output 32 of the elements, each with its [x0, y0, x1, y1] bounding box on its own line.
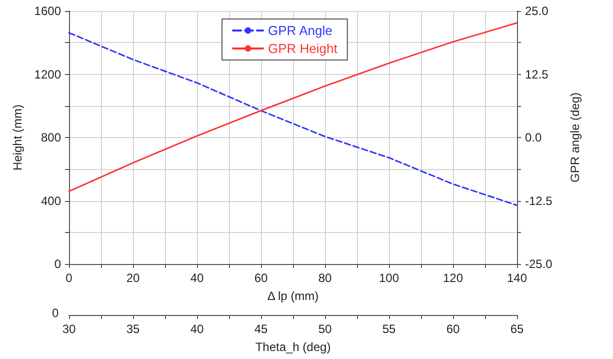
x-tick-label: 0 — [66, 271, 73, 285]
x-tick-label: 100 — [378, 271, 400, 285]
x-tick-label: 40 — [190, 271, 204, 285]
y2-tick-label: -25.0 — [525, 257, 553, 271]
x2-tick-label: 55 — [382, 322, 396, 336]
x-tick-label: 20 — [126, 271, 140, 285]
x2-tick-label: 60 — [446, 322, 460, 336]
y-axis-title: Height (mm) — [10, 104, 24, 171]
x2-axis-title: Theta_h (deg) — [255, 340, 331, 354]
y2-tick-label: -12.5 — [525, 194, 553, 208]
y2-tick-label: 25.0 — [525, 4, 549, 18]
x2-tick-label: 50 — [318, 322, 332, 336]
x-tick-label: 60 — [254, 271, 268, 285]
y-tick-label: 400 — [40, 194, 62, 208]
legend-label: GPR Height — [268, 41, 338, 56]
x2-tick-label: 65 — [510, 322, 524, 336]
y2-tick-label: 0.0 — [525, 130, 542, 144]
x-axis-title: Δ lp (mm) — [267, 289, 319, 303]
y-tick-label: 800 — [40, 130, 62, 144]
y-tick-label: 1200 — [34, 67, 62, 82]
y-tick-label: 0 — [54, 257, 62, 271]
x2-tick-label: 35 — [126, 322, 140, 336]
legend-label: GPR Angle — [268, 23, 332, 38]
y2-tick-label: 12.5 — [525, 67, 549, 82]
x-tick-label: 140 — [506, 271, 528, 285]
x-tick-label: 120 — [442, 271, 464, 285]
x2-tick-label: 45 — [254, 322, 268, 336]
x2-tick-label: 40 — [190, 322, 204, 336]
x2-tick-label: 30 — [62, 322, 76, 336]
y-tick-label: 1600 — [34, 4, 62, 18]
x-tick-label: 80 — [318, 271, 332, 285]
y2-axis-title: GPR angle (deg) — [568, 92, 582, 183]
